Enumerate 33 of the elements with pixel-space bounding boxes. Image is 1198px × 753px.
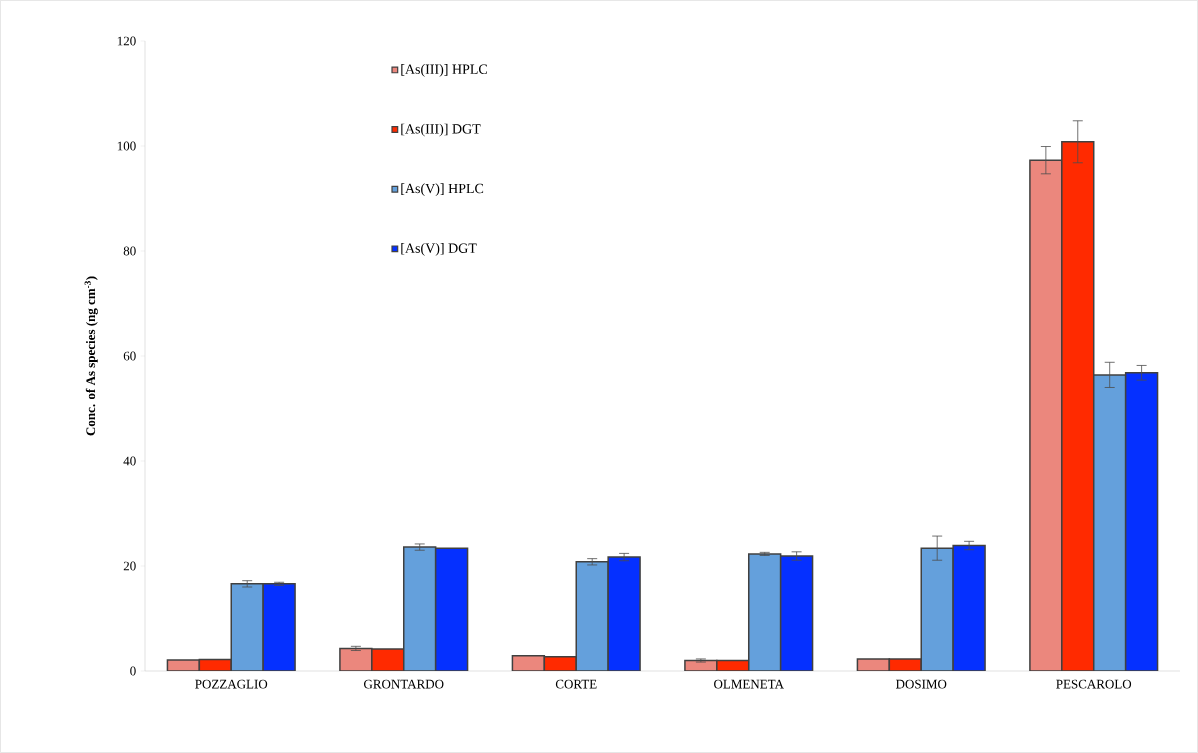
- bar: [920, 547, 954, 671]
- y-tick-label: 60: [123, 351, 136, 361]
- y-tick-label: 80: [123, 246, 136, 256]
- y-tick-label: 100: [117, 141, 136, 151]
- y-tick-label: 20: [123, 561, 136, 571]
- x-tick-label: GRONTARDO: [363, 679, 444, 689]
- bar: [747, 553, 782, 671]
- x-tick-label: OLMENETA: [714, 679, 784, 689]
- x-tick-label: DOSIMO: [895, 679, 947, 689]
- x-tick-label: PESCAROLO: [1056, 679, 1132, 689]
- legend-label: [As(V)] DGT: [401, 243, 477, 256]
- bar: [952, 544, 986, 671]
- legend-label: [As(III)] HPLC: [401, 64, 487, 77]
- y-tick-label: 40: [123, 456, 136, 466]
- bar: [1092, 374, 1127, 671]
- x-tick-label: POZZAGLIO: [195, 679, 268, 689]
- bar: [1029, 159, 1063, 671]
- bar: [434, 547, 469, 671]
- bar: [262, 583, 296, 671]
- y-axis-title: Conc. of As species (ng cm$^{-3}$): [84, 276, 98, 436]
- bar: [575, 561, 609, 671]
- bar: [1124, 372, 1159, 671]
- y-tick-label: 120: [117, 36, 136, 46]
- legend-label: [As(III)] DGT: [401, 123, 481, 137]
- bar: [607, 556, 641, 671]
- bar: [779, 555, 814, 671]
- x-tick-label: CORTE: [555, 679, 597, 689]
- legend-label: [As(V)] HPLC: [401, 183, 484, 197]
- bar: [230, 583, 264, 671]
- y-tick-label: 0: [130, 666, 136, 676]
- bar: [339, 647, 373, 671]
- bar: [403, 546, 437, 671]
- bar: [1061, 141, 1095, 671]
